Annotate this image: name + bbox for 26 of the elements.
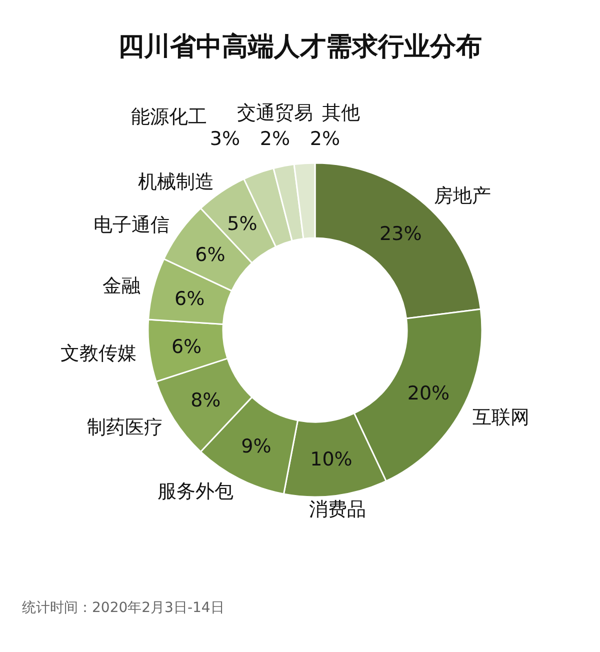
data-label: 6% — [171, 336, 202, 358]
data-label: 3% — [210, 128, 240, 150]
data-label: 6% — [195, 244, 226, 266]
slice-label: 其他 — [322, 102, 360, 124]
data-label: 20% — [407, 382, 450, 404]
data-label: 9% — [241, 435, 272, 458]
slice-label: 金融 — [102, 275, 141, 298]
chart-title: 四川省中高端人才需求行业分布 — [118, 32, 482, 62]
data-label: 2% — [310, 128, 340, 150]
slice-label: 机械制造 — [138, 171, 214, 194]
data-label: 8% — [190, 389, 221, 412]
slice-label: 消费品 — [309, 498, 366, 521]
slice-label: 服务外包 — [157, 480, 234, 502]
slice-label: 能源化工 — [131, 106, 207, 128]
slice-label: 文教传媒 — [60, 342, 136, 365]
slice-label: 房地产 — [434, 184, 492, 207]
data-label: 2% — [260, 128, 290, 150]
data-label: 23% — [380, 222, 422, 245]
data-label: 10% — [310, 448, 352, 470]
slice-label: 制药医疗 — [87, 416, 164, 438]
text: 统计时间：2020年2月3日-14日 — [22, 600, 224, 616]
slice-label: 交通贸易 — [237, 102, 313, 124]
slice-label: 电子通信 — [93, 214, 170, 236]
data-label: 5% — [227, 212, 258, 235]
slice-label: 互联网 — [472, 406, 530, 429]
data-label: 6% — [174, 288, 205, 310]
